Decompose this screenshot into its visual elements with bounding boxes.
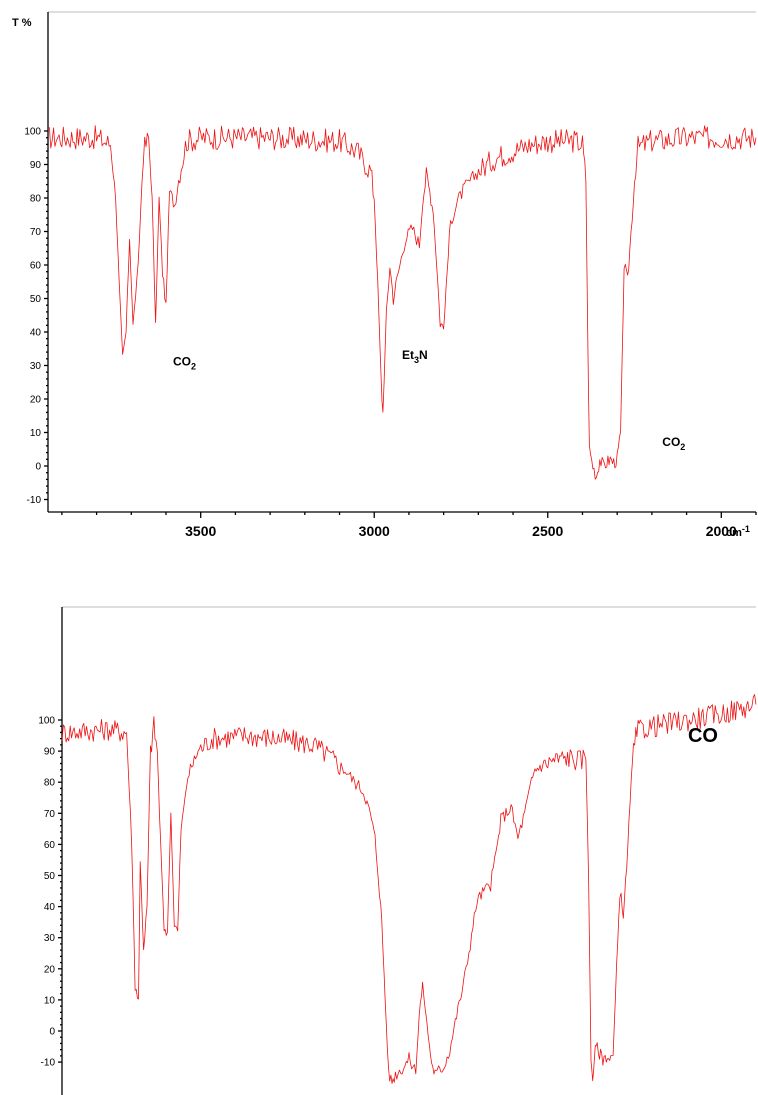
x-axis-unit: cm-1	[726, 524, 750, 539]
x-tick-label: 3000	[359, 523, 390, 539]
y-tick-label: -10	[27, 495, 42, 506]
spectrum-trace	[47, 125, 757, 480]
x-tick-label: 2500	[532, 523, 563, 539]
y-tick-label: 10	[30, 428, 42, 439]
y-tick-label: 10	[44, 995, 56, 1006]
y-tick-label: 60	[30, 261, 42, 272]
y-tick-label: 70	[44, 809, 56, 820]
peak-annotation: CO2	[662, 435, 685, 452]
y-tick-label: 20	[30, 395, 42, 406]
y-tick-label: 80	[44, 778, 56, 789]
y-tick-label: 80	[30, 194, 42, 205]
y-tick-label: 100	[38, 716, 55, 727]
peak-annotation: CO2	[173, 355, 196, 372]
y-tick-label: -10	[41, 1058, 56, 1069]
y-tick-label: 40	[30, 328, 42, 339]
y-tick-label: 20	[44, 964, 56, 975]
peak-annotation: CO	[688, 725, 718, 747]
y-tick-label: 70	[30, 227, 42, 238]
peak-annotation: Et3N	[402, 348, 428, 365]
y-tick-label: 40	[44, 902, 56, 913]
y-axis-title: T %	[12, 17, 32, 29]
ir-spectrum-bottom-panel: -10 0 10 20 30 40 50 60 70 80 90 100 CO	[38, 606, 757, 1095]
y-tick-label: 50	[30, 294, 42, 305]
y-tick-label: 30	[44, 933, 56, 944]
x-tick-label: 2000	[706, 523, 737, 539]
y-tick-label: 0	[49, 1027, 55, 1038]
y-tick-label: 90	[44, 747, 56, 758]
x-tick-label: 3500	[185, 523, 216, 539]
spectrum-trace	[61, 694, 757, 1084]
y-tick-label: 50	[44, 871, 56, 882]
ir-spectrum-top-panel: -10 0 10 20 30 40 50 60 70 80 90 100 T % 3500 3000 2500…	[12, 11, 757, 539]
y-tick-label: 30	[30, 361, 42, 372]
y-tick-label: 60	[44, 840, 56, 851]
y-tick-label: 100	[24, 127, 41, 138]
y-tick-label: 90	[30, 160, 42, 171]
y-tick-label: 0	[35, 462, 41, 473]
